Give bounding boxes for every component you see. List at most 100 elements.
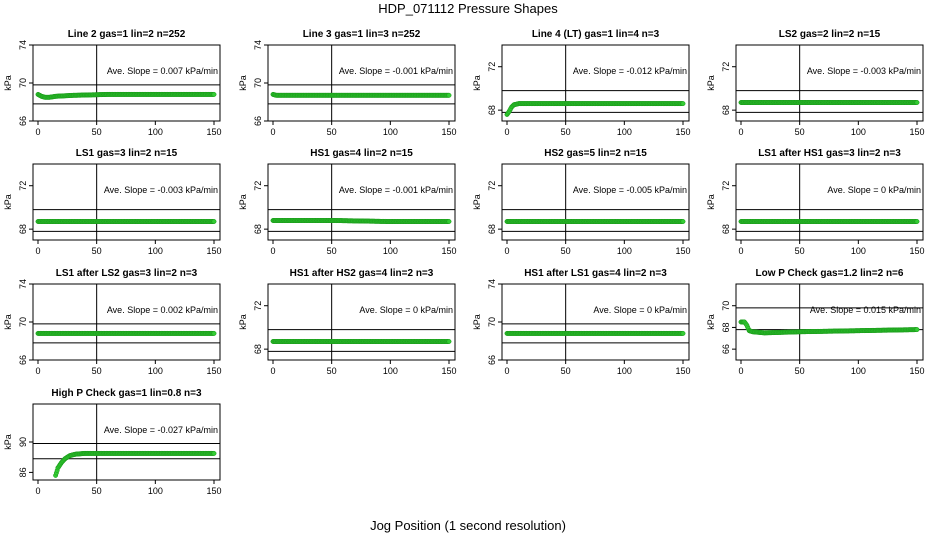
- y-axis-label: kPa: [238, 194, 248, 210]
- x-tick-label: 100: [148, 486, 163, 496]
- x-tick-label: 150: [675, 246, 690, 256]
- slope-annotation: Ave. Slope = 0 kPa/min: [593, 305, 687, 315]
- x-tick-label: 100: [148, 246, 163, 256]
- y-axis-label: kPa: [3, 75, 13, 91]
- plot-frame: [735, 283, 924, 361]
- x-tick-label: 150: [441, 246, 456, 256]
- panel-1: Line 2 gas=1 lin=2 n=252 66 70 74 kPa 0 50 100 1…: [3, 29, 222, 137]
- data-point: [680, 330, 686, 336]
- panel-6: HS1 gas=4 lin=2 n=15 68 72 kPa 0 50 100 150 Ave.…: [238, 148, 457, 256]
- y-tick-label: 70: [18, 317, 28, 327]
- data-series: [270, 339, 452, 344]
- panel-9: LS1 after LS2 gas=3 lin=2 n=3 66 70 74 kPa 0 5…: [3, 268, 222, 376]
- x-tick-label: 0: [35, 246, 40, 256]
- y-tick-label: 66: [721, 344, 731, 354]
- y-axis-label: kPa: [472, 75, 482, 91]
- x-tick-label: 100: [851, 246, 866, 256]
- data-point: [680, 219, 686, 224]
- y-axis-label: kPa: [706, 75, 716, 91]
- y-tick-label: 70: [253, 78, 263, 88]
- x-tick-label: 150: [441, 366, 456, 376]
- data-point: [211, 450, 217, 456]
- panel-title: High P Check gas=1 lin=0.8 n=3: [51, 388, 202, 399]
- x-tick-label: 50: [561, 366, 571, 376]
- plot-frame: [735, 163, 924, 241]
- slope-annotation: Ave. Slope = 0 kPa/min: [359, 305, 453, 315]
- y-tick-label: 66: [253, 116, 263, 126]
- y-axis-label: kPa: [706, 194, 716, 210]
- y-tick-label: 70: [487, 317, 497, 327]
- y-axis-label: kPa: [706, 314, 716, 330]
- x-tick-label: 50: [92, 246, 102, 256]
- x-tick-label: 100: [617, 366, 632, 376]
- y-tick-label: 68: [721, 224, 731, 234]
- y-tick-label: 66: [18, 355, 28, 365]
- y-tick-label: 72: [487, 181, 497, 191]
- x-tick-label: 0: [738, 127, 743, 137]
- x-tick-label: 150: [441, 127, 456, 137]
- x-tick-label: 100: [383, 366, 398, 376]
- x-tick-label: 0: [504, 366, 509, 376]
- y-tick-label: 68: [18, 224, 28, 234]
- data-series: [270, 91, 452, 98]
- slope-annotation: Ave. Slope = -0.003 kPa/min: [104, 185, 218, 195]
- x-tick-label: 0: [35, 366, 40, 376]
- slope-annotation: Ave. Slope = -0.012 kPa/min: [573, 66, 687, 76]
- slope-annotation: Ave. Slope = 0.002 kPa/min: [107, 305, 218, 315]
- plot-frame: [32, 163, 221, 241]
- panel-10: HS1 after HS2 gas=4 lin=2 n=3 68 72 kPa 0 50 1…: [238, 268, 457, 376]
- data-series: [35, 219, 217, 224]
- y-tick-label: 74: [18, 40, 28, 50]
- panel-3: Line 4 (LT) gas=1 lin=4 n=3 68 72 kPa 0 50 100…: [472, 29, 691, 137]
- x-tick-label: 100: [617, 127, 632, 137]
- panel-title: LS2 gas=2 lin=2 n=15: [779, 29, 881, 40]
- panel-8: LS1 after HS1 gas=3 lin=2 n=3 68 72 kPa 0 50 1…: [706, 148, 925, 256]
- slope-annotation: Ave. Slope = -0.001 kPa/min: [339, 185, 453, 195]
- x-tick-label: 0: [270, 366, 275, 376]
- slope-annotation: Ave. Slope = -0.001 kPa/min: [339, 66, 453, 76]
- slope-annotation: Ave. Slope = 0 kPa/min: [827, 185, 921, 195]
- x-tick-label: 50: [795, 246, 805, 256]
- data-point: [914, 100, 920, 105]
- panel-12: Low P Check gas=1.2 lin=2 n=6 66 68 70 kPa 0 5…: [706, 268, 925, 376]
- panel-title: Line 3 gas=1 lin=3 n=252: [303, 29, 421, 40]
- data-point: [211, 219, 217, 224]
- y-tick-label: 70: [18, 78, 28, 88]
- x-tick-label: 50: [92, 127, 102, 137]
- y-tick-label: 66: [487, 355, 497, 365]
- data-point: [914, 327, 920, 333]
- panel-title: Low P Check gas=1.2 lin=2 n=6: [756, 268, 904, 279]
- y-axis-label: kPa: [472, 314, 482, 330]
- x-tick-label: 50: [92, 486, 102, 496]
- x-tick-label: 50: [795, 127, 805, 137]
- plot-frame: [501, 283, 690, 361]
- x-tick-label: 100: [383, 127, 398, 137]
- y-tick-label: 90: [18, 437, 28, 447]
- y-tick-label: 70: [721, 301, 731, 311]
- plot-frame: [267, 283, 456, 361]
- y-axis-label: kPa: [238, 314, 248, 330]
- x-tick-label: 100: [148, 127, 163, 137]
- data-point: [211, 330, 217, 336]
- x-tick-label: 50: [92, 366, 102, 376]
- y-tick-label: 72: [253, 301, 263, 311]
- data-series: [35, 91, 217, 100]
- y-tick-label: 68: [253, 344, 263, 354]
- x-tick-label: 150: [206, 246, 221, 256]
- figure-x-axis-title: Jog Position (1 second resolution): [370, 518, 566, 533]
- y-axis-label: kPa: [3, 194, 13, 210]
- panel-2: Line 3 gas=1 lin=3 n=252 66 70 74 kPa 0 50 100 1…: [238, 29, 457, 137]
- x-tick-label: 0: [270, 127, 275, 137]
- slope-annotation: Ave. Slope = 0.007 kPa/min: [107, 66, 218, 76]
- x-tick-label: 100: [148, 366, 163, 376]
- y-tick-label: 68: [487, 224, 497, 234]
- x-tick-label: 50: [561, 246, 571, 256]
- x-tick-label: 100: [383, 246, 398, 256]
- x-tick-label: 100: [851, 127, 866, 137]
- panel-title: LS1 after LS2 gas=3 lin=2 n=3: [56, 268, 198, 279]
- y-tick-label: 66: [18, 116, 28, 126]
- x-tick-label: 150: [206, 366, 221, 376]
- data-point: [446, 219, 452, 224]
- data-point: [446, 92, 452, 98]
